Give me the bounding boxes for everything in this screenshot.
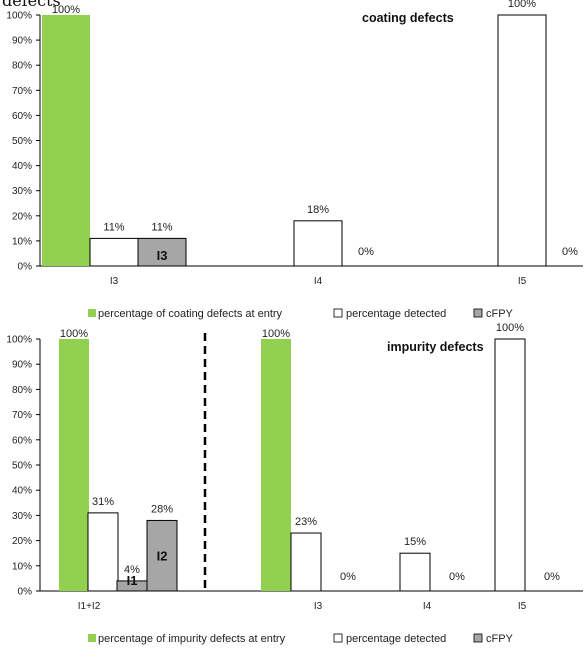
legend-impurity: percentage of impurity defects at entry … [88,633,514,645]
x-tick-label: I3 [314,601,323,612]
bar-entry [42,15,90,266]
y-tick-label: 100% [6,335,32,346]
x-tick-label: I3 [110,276,119,287]
bar-detected [497,14,547,267]
y-tick-label: 50% [12,136,32,147]
bar-entry [59,339,89,591]
y-tick-label: 30% [12,186,32,197]
y-tick-label: 30% [12,511,32,522]
data-label-cfpy: 0% [562,246,578,258]
data-label-cfpy: 0% [340,571,356,583]
data-label-detected: 15% [404,536,426,548]
bar-annotation: I1 [127,573,138,588]
legend-swatch-detected [333,633,343,643]
legend-label-detected: percentage detected [346,633,446,645]
legend-swatch-cfpy [473,308,483,318]
legend-swatch-detected [333,308,343,318]
x-tick-label: I4 [314,276,323,287]
data-label-cfpy: 11% [151,221,172,233]
bar-detected [87,512,119,592]
bar-annotation: I3 [157,248,168,263]
y-tick-label: 80% [12,61,32,72]
legend-coating: percentage of coating defects at entry p… [88,308,514,320]
bar-annotation: I2 [157,549,168,564]
x-tick-label: I1+I2 [78,601,101,612]
y-tick-label: 20% [12,211,32,222]
bar-cfpy [137,237,187,267]
y-tick-label: 90% [12,360,32,371]
y-tick-label: 60% [12,111,32,122]
y-tick-label: 0% [18,587,33,598]
y-tick-label: 40% [12,161,32,172]
data-label-detected: 11% [103,221,124,233]
bar-detected [399,552,431,592]
y-tick-label: 70% [12,410,32,421]
bar-detected [290,532,322,592]
bar-detected [89,237,139,267]
legend-label-cfpy: cFPY [486,308,514,320]
legend-swatch-entry [88,634,96,642]
data-label-detected: 18% [307,204,329,216]
data-label-cfpy: 0% [544,571,560,583]
x-tick-label: I5 [518,601,527,612]
legend-label-cfpy: cFPY [486,633,514,645]
legend-label-entry: percentage of coating defects at entry [98,308,283,320]
y-tick-label: 50% [12,461,32,472]
data-label-detected: 31% [92,496,114,508]
y-tick-label: 0% [18,262,33,273]
bar-detected [494,338,526,592]
data-label-detected: 23% [295,516,317,528]
bar-cfpy-extra [146,519,178,592]
legend-label-entry: percentage of impurity defects at entry [98,633,286,645]
y-tick-label: 100% [6,11,32,22]
data-label-entry: 100% [262,328,290,340]
y-tick-label: 40% [12,486,32,497]
x-tick-label: I5 [518,276,527,287]
bar-detected [293,220,343,267]
bar-entry [261,339,291,591]
y-tick-label: 10% [12,236,32,247]
x-tick-label: I4 [423,601,432,612]
data-label-entry: 100% [60,328,88,340]
data-label-detected: 100% [508,0,536,10]
legend-swatch-cfpy [473,633,483,643]
legend-swatch-entry [88,309,96,317]
y-tick-label: 80% [12,385,32,396]
header-fragment: defects [2,0,61,10]
y-tick-label: 90% [12,36,32,47]
y-tick-label: 20% [12,536,32,547]
legend-label-detected: percentage detected [346,308,446,320]
data-label-cfpy: 0% [449,571,465,583]
y-tick-label: 60% [12,435,32,446]
data-label-entry: 100% [52,4,80,16]
data-label-detected: 100% [496,322,524,334]
y-tick-label: 70% [12,86,32,97]
y-tick-label: 10% [12,561,32,572]
data-label-cfpy: 0% [358,246,374,258]
chart-title-impurity: impurity defects [387,340,484,354]
chart-title-coating: coating defects [362,11,454,25]
data-label-cfpy: 4% [124,564,140,576]
data-label-cfpy-extra: 28% [151,503,173,515]
